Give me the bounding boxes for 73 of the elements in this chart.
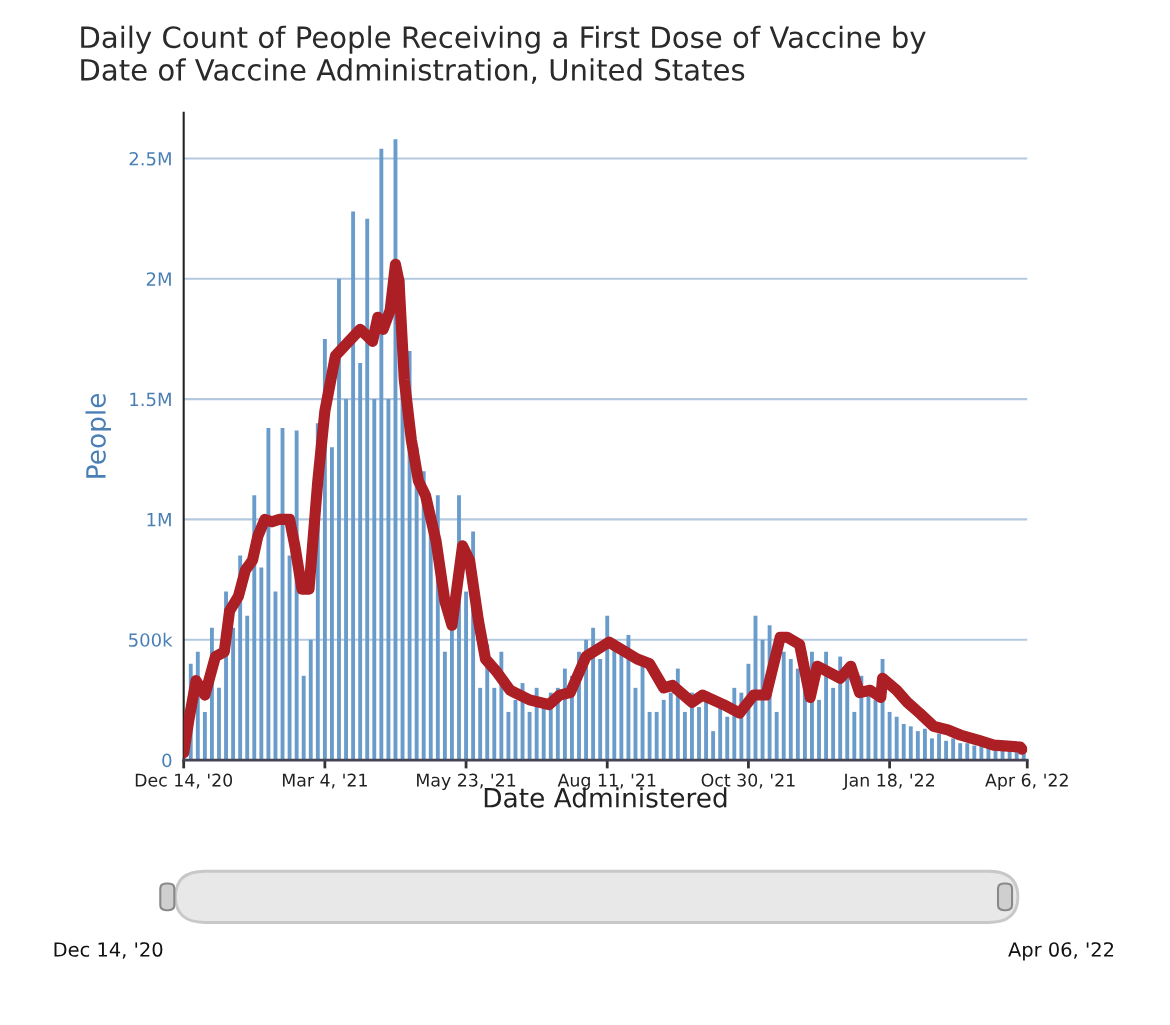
bar [259,567,264,761]
bar [541,707,546,761]
bar [217,687,221,761]
bar [647,711,652,761]
bar [464,591,468,761]
bar [605,615,610,761]
bar [329,447,334,761]
bar [337,278,341,761]
y-tick-label: 2.5M [129,151,171,166]
x-tick-label: Apr 6, '22 [985,773,1068,791]
bar [697,707,701,761]
bar [908,726,913,761]
bar [661,699,666,761]
bar [682,711,687,761]
bar [591,627,596,761]
bar [887,711,892,761]
bar [202,711,207,761]
y-tick-label: 1M [147,513,171,527]
bar [958,743,963,761]
y-tick-label: 0 [162,753,172,768]
bar [358,363,363,761]
bar [937,733,941,761]
bar [930,738,934,761]
bar [527,711,532,761]
bar [704,699,709,761]
bar [951,738,956,761]
bar [231,627,236,761]
bar [894,716,899,761]
y-tick-label: 500k [129,632,173,647]
bar [386,399,391,761]
x-tick-label: Mar 4, '21 [282,773,367,789]
bar [492,687,497,761]
y-axis-title: People [85,393,111,478]
bar [598,658,603,761]
bar [442,651,447,761]
bar [266,427,271,761]
bar [725,716,730,761]
text: Apr 06, '22 [1008,942,1114,961]
y-tick-label: 2M [146,272,171,286]
bar [351,211,356,761]
bar [301,675,306,761]
bar [626,634,631,761]
bar [795,668,800,761]
bar [944,740,949,761]
x-tick-label: Dec 14, '20 [135,773,233,789]
bar [901,723,906,761]
bar [287,555,292,761]
bar [965,743,970,761]
bar [774,711,779,761]
bar [365,218,370,761]
bar [668,692,673,761]
bar [654,711,659,761]
text: Dec 14, '20 [54,942,163,959]
bar [972,745,977,761]
bar [915,731,920,761]
bar [379,148,384,761]
x-tick-label: Jan 18, '22 [842,773,935,790]
bar [788,658,793,761]
bar [506,711,511,761]
bar [817,699,821,761]
bar [711,731,716,761]
chart-title: Daily Count of People Receiving a First Dose of Vaccine by Date of Vaccine Administration, United States [81,25,926,84]
bar [831,687,836,761]
bar [781,651,786,761]
bar [478,687,483,761]
bar [852,711,857,761]
bar [372,399,377,761]
y-tick-label: 1.5M [130,392,171,407]
bar [344,399,348,761]
bar [308,639,313,761]
bar [718,707,723,761]
bar [245,615,250,761]
bar [922,728,927,761]
